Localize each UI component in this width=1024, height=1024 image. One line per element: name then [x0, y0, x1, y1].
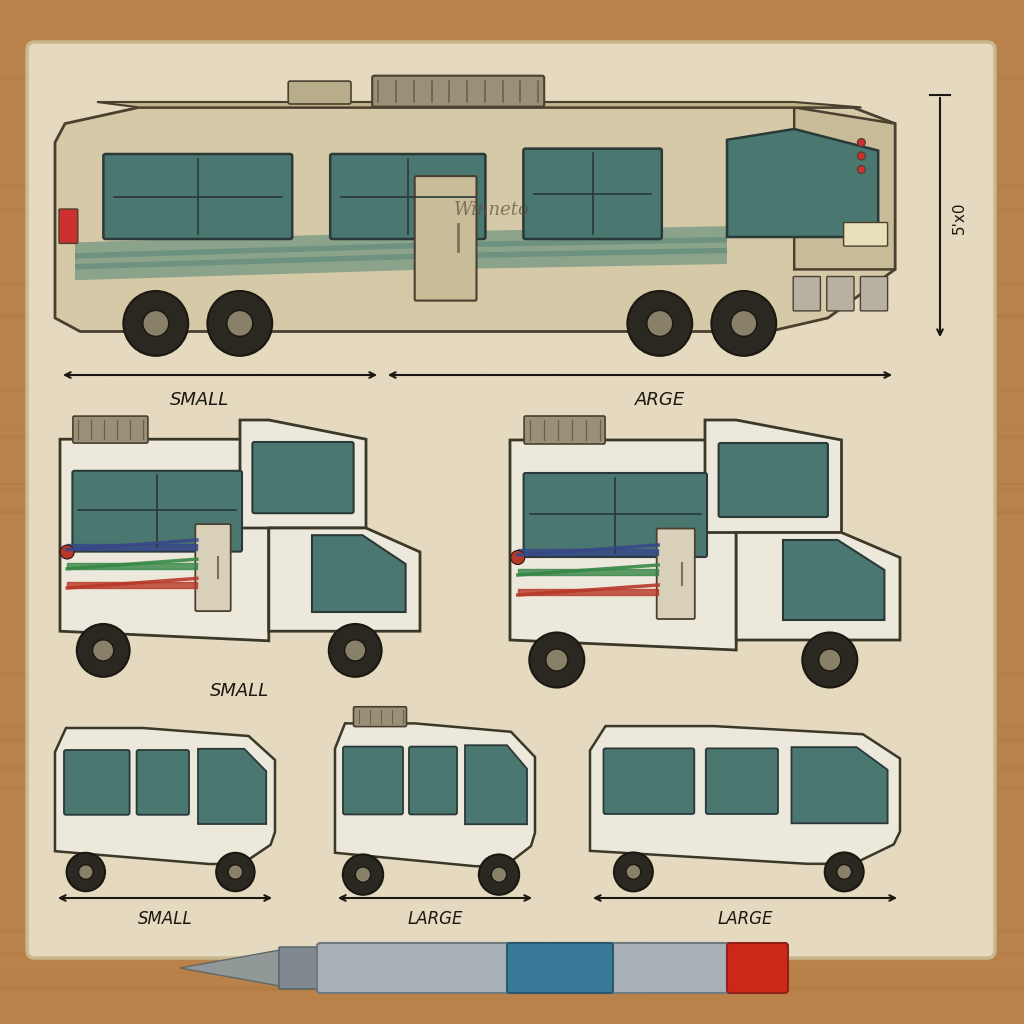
Polygon shape: [783, 540, 885, 620]
Circle shape: [647, 310, 673, 336]
Circle shape: [124, 291, 188, 355]
FancyBboxPatch shape: [507, 943, 613, 993]
Polygon shape: [97, 102, 861, 108]
FancyBboxPatch shape: [59, 209, 78, 244]
Text: Winneto: Winneto: [454, 201, 529, 219]
Circle shape: [731, 310, 757, 336]
FancyBboxPatch shape: [524, 416, 605, 444]
Circle shape: [227, 310, 253, 336]
Circle shape: [345, 640, 366, 660]
Circle shape: [511, 551, 524, 564]
FancyBboxPatch shape: [252, 442, 353, 513]
Text: SMALL: SMALL: [137, 910, 193, 928]
FancyBboxPatch shape: [844, 222, 888, 246]
Circle shape: [837, 864, 852, 880]
FancyBboxPatch shape: [860, 276, 888, 311]
Polygon shape: [75, 248, 727, 281]
Polygon shape: [590, 726, 900, 864]
Circle shape: [546, 649, 567, 671]
Circle shape: [479, 854, 519, 895]
Polygon shape: [55, 108, 895, 332]
Text: SMALL: SMALL: [170, 391, 229, 409]
Polygon shape: [55, 728, 275, 864]
Text: LARGE: LARGE: [717, 910, 773, 928]
Circle shape: [614, 852, 653, 891]
Circle shape: [329, 624, 382, 677]
Polygon shape: [312, 536, 406, 612]
FancyBboxPatch shape: [63, 750, 130, 815]
Polygon shape: [465, 745, 527, 824]
FancyBboxPatch shape: [523, 148, 662, 239]
Polygon shape: [335, 723, 535, 866]
FancyBboxPatch shape: [409, 746, 457, 814]
FancyBboxPatch shape: [27, 42, 995, 958]
Circle shape: [819, 649, 841, 671]
Polygon shape: [736, 532, 900, 640]
FancyBboxPatch shape: [330, 154, 485, 239]
Circle shape: [142, 310, 169, 336]
Circle shape: [216, 853, 255, 891]
Circle shape: [857, 138, 865, 146]
FancyBboxPatch shape: [73, 416, 147, 443]
Circle shape: [628, 291, 692, 355]
FancyBboxPatch shape: [317, 943, 653, 993]
Polygon shape: [180, 950, 280, 986]
Circle shape: [802, 633, 857, 687]
Circle shape: [343, 854, 383, 895]
Circle shape: [492, 867, 507, 883]
Circle shape: [60, 545, 74, 559]
Polygon shape: [75, 226, 727, 259]
FancyBboxPatch shape: [727, 943, 788, 993]
Circle shape: [857, 166, 865, 173]
Polygon shape: [795, 108, 895, 269]
FancyBboxPatch shape: [103, 154, 292, 239]
FancyBboxPatch shape: [288, 81, 351, 104]
Circle shape: [857, 152, 865, 160]
Polygon shape: [792, 748, 888, 823]
Circle shape: [355, 867, 371, 883]
FancyBboxPatch shape: [279, 947, 321, 989]
Text: LARGE: LARGE: [408, 910, 463, 928]
FancyBboxPatch shape: [343, 746, 403, 814]
Text: 5'x0: 5'x0: [952, 202, 967, 234]
Polygon shape: [268, 528, 420, 631]
Polygon shape: [60, 439, 268, 641]
FancyBboxPatch shape: [603, 749, 694, 814]
Polygon shape: [705, 420, 842, 532]
Polygon shape: [240, 420, 366, 528]
Circle shape: [67, 853, 105, 891]
Circle shape: [529, 633, 585, 687]
FancyBboxPatch shape: [656, 528, 695, 618]
Circle shape: [228, 864, 243, 880]
FancyBboxPatch shape: [136, 750, 189, 815]
FancyBboxPatch shape: [353, 707, 407, 727]
FancyBboxPatch shape: [523, 473, 707, 557]
FancyBboxPatch shape: [372, 76, 544, 106]
Circle shape: [92, 640, 114, 660]
Circle shape: [712, 291, 776, 355]
Text: SMALL: SMALL: [210, 682, 269, 700]
FancyBboxPatch shape: [73, 471, 242, 552]
Polygon shape: [510, 440, 736, 650]
Polygon shape: [198, 749, 266, 824]
FancyBboxPatch shape: [196, 524, 230, 611]
Text: ARGE: ARGE: [635, 391, 685, 409]
Polygon shape: [727, 129, 879, 237]
Circle shape: [79, 864, 93, 880]
FancyBboxPatch shape: [706, 749, 778, 814]
Circle shape: [208, 291, 272, 355]
Circle shape: [824, 852, 863, 891]
Polygon shape: [75, 237, 727, 269]
FancyBboxPatch shape: [415, 176, 476, 301]
Circle shape: [77, 624, 130, 677]
FancyBboxPatch shape: [794, 276, 820, 311]
FancyBboxPatch shape: [826, 276, 854, 311]
Circle shape: [626, 864, 641, 880]
FancyBboxPatch shape: [607, 943, 733, 993]
FancyBboxPatch shape: [719, 443, 827, 517]
